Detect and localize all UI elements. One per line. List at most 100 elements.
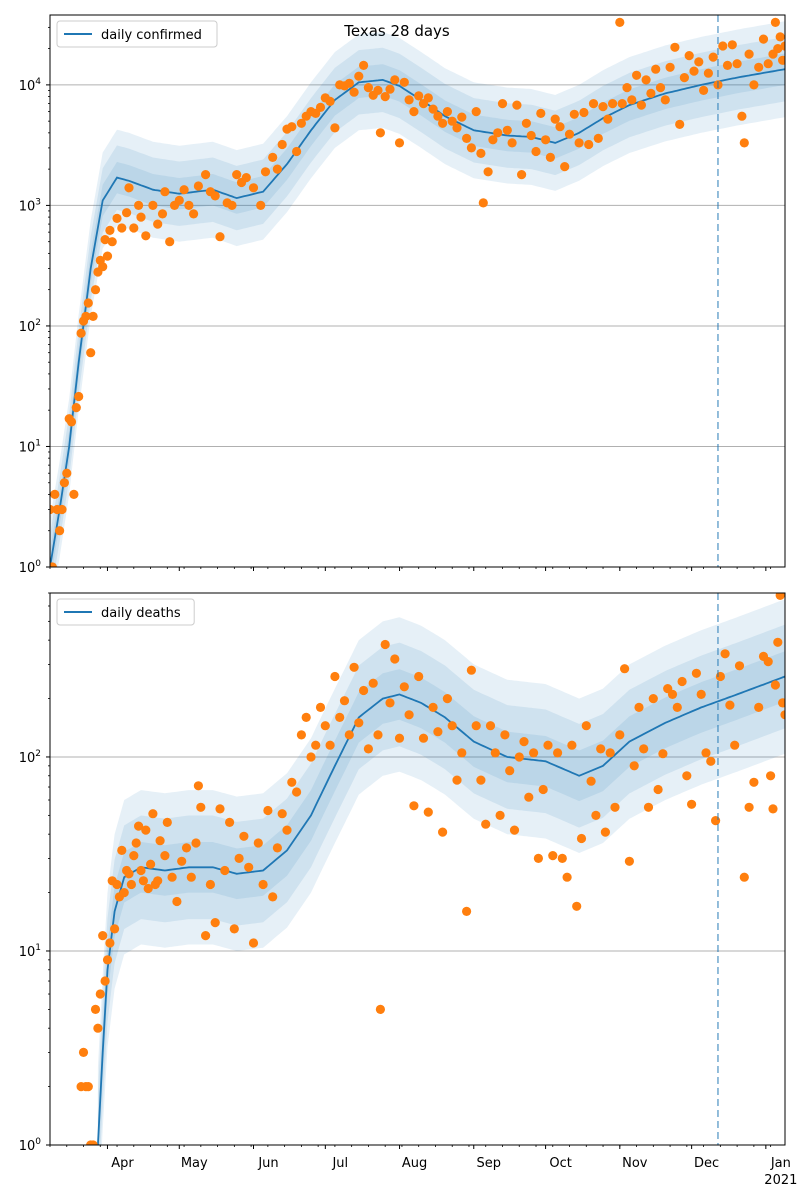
- data-point: [603, 114, 613, 124]
- data-point: [186, 872, 196, 882]
- data-point: [708, 52, 718, 62]
- data-point: [368, 678, 378, 688]
- data-point: [483, 167, 493, 177]
- data-point: [385, 698, 395, 708]
- data-point: [600, 827, 611, 837]
- data-point: [689, 66, 699, 76]
- data-point: [112, 213, 122, 223]
- data-point: [428, 104, 438, 114]
- y-tick-label: 101: [19, 438, 41, 455]
- data-point: [550, 114, 560, 124]
- data-point: [69, 489, 79, 499]
- data-point: [210, 918, 220, 928]
- y-tick-label: 102: [19, 749, 41, 766]
- data-point: [727, 40, 737, 50]
- data-point: [505, 766, 515, 776]
- data-point: [107, 237, 117, 247]
- data-point: [296, 730, 306, 740]
- x-tick-label: Dec: [694, 1156, 719, 1171]
- data-point: [155, 836, 165, 846]
- data-point: [452, 775, 462, 785]
- data-point: [160, 851, 170, 861]
- data-point: [596, 744, 606, 754]
- data-point: [560, 162, 570, 172]
- data-point: [696, 689, 706, 700]
- data-point: [167, 872, 177, 882]
- confirmed-panel: 100 101 102 103 104 daily confirmed: [19, 14, 786, 576]
- data-point: [414, 671, 424, 682]
- data-point: [292, 146, 302, 157]
- data-point: [457, 748, 467, 758]
- data-point: [586, 776, 596, 786]
- data-point: [507, 138, 517, 148]
- uncertainty-band: [50, 21, 785, 567]
- data-point: [105, 225, 115, 235]
- data-point: [66, 417, 77, 427]
- data-point: [90, 285, 101, 295]
- data-point: [780, 41, 785, 51]
- data-point: [564, 129, 575, 139]
- data-point: [399, 682, 409, 692]
- data-point: [553, 748, 563, 758]
- observed-points: [50, 17, 785, 567]
- data-point: [86, 348, 96, 358]
- data-point: [691, 668, 702, 678]
- data-point: [766, 771, 776, 781]
- data-point: [438, 118, 448, 128]
- data-point: [141, 231, 151, 241]
- x-tick-label: Jun: [257, 1156, 278, 1171]
- data-point: [253, 838, 263, 848]
- data-point: [119, 888, 129, 898]
- data-point: [229, 924, 239, 934]
- data-point: [581, 721, 591, 731]
- data-point: [629, 761, 639, 771]
- data-point: [478, 198, 488, 208]
- data-point: [667, 689, 678, 700]
- data-point: [390, 75, 400, 85]
- data-point: [593, 133, 603, 143]
- data-point: [153, 219, 163, 229]
- data-point: [651, 64, 661, 74]
- data-point: [476, 775, 486, 785]
- data-point: [244, 862, 254, 872]
- data-point: [758, 34, 769, 44]
- data-point: [409, 107, 419, 117]
- data-point: [404, 95, 414, 105]
- data-point: [665, 62, 675, 72]
- data-point: [476, 148, 486, 158]
- data-point: [90, 1004, 101, 1015]
- data-point: [574, 138, 584, 148]
- legend-label: daily confirmed: [101, 28, 202, 43]
- data-point: [548, 851, 558, 861]
- data-point: [215, 804, 225, 814]
- data-point: [98, 262, 108, 272]
- data-point: [414, 91, 424, 101]
- data-point: [81, 311, 91, 321]
- y-tick-label: 103: [19, 197, 41, 214]
- data-point: [375, 128, 385, 138]
- data-point: [447, 721, 457, 731]
- data-point: [248, 938, 259, 948]
- y-axis: 100 101 102 103 104: [19, 26, 50, 576]
- data-point: [232, 170, 242, 180]
- data-point: [438, 827, 448, 837]
- data-point: [466, 665, 476, 675]
- data-point: [591, 810, 601, 821]
- data-point: [263, 805, 273, 816]
- data-point: [292, 787, 302, 797]
- data-point: [526, 130, 536, 141]
- data-point: [770, 680, 781, 690]
- data-point: [778, 698, 785, 708]
- data-point: [129, 851, 139, 861]
- data-point: [225, 817, 235, 828]
- data-point: [88, 1140, 98, 1145]
- data-point: [93, 1023, 103, 1033]
- data-point: [117, 223, 127, 233]
- x-tick-label: Oct: [549, 1156, 571, 1171]
- data-point: [287, 122, 297, 132]
- data-point: [239, 831, 249, 841]
- data-point: [100, 235, 110, 245]
- data-point: [143, 883, 153, 894]
- data-point: [608, 99, 618, 109]
- data-point: [423, 807, 433, 817]
